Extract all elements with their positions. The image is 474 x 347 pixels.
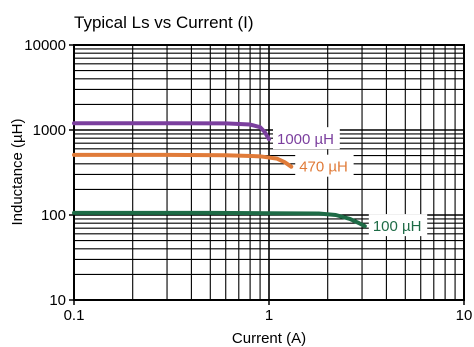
- series-label-2: 100 µH: [368, 214, 428, 237]
- x-tick-label: 10: [456, 307, 473, 324]
- y-tick-label: 1000: [33, 122, 66, 139]
- x-axis-label: Current (A): [232, 330, 306, 347]
- series-label-text: 470 µH: [299, 159, 348, 176]
- series-label-bg: [368, 214, 428, 237]
- series-labels: 1000 µH 470 µH 100 µH: [273, 127, 428, 237]
- series-line-0: [72, 121, 271, 142]
- series-label-text: 1000 µH: [277, 131, 334, 148]
- series-label-bg: [295, 154, 354, 177]
- chart-title: Typical Ls vs Current (I): [74, 13, 254, 32]
- series-line-2: [72, 210, 367, 229]
- y-tick-label: 10000: [24, 37, 66, 54]
- y-tick-label: 100: [41, 207, 66, 224]
- x-tick-label: 0.1: [64, 307, 85, 324]
- grid: [74, 45, 464, 300]
- y-tick-label: 10: [49, 292, 66, 309]
- y-axis-label: Inductance (µH): [9, 118, 26, 225]
- series-label-1: 470 µH: [295, 154, 354, 177]
- series-label-bg: [273, 127, 340, 150]
- x-tick-label: 1: [265, 307, 273, 324]
- series-label-0: 1000 µH: [273, 127, 340, 150]
- series-line-1: [72, 152, 294, 169]
- axis-ticks: 0.1 1 10 10 100 1000 10000: [24, 37, 472, 324]
- series-label-text: 100 µH: [373, 218, 422, 235]
- series-group: [72, 121, 367, 229]
